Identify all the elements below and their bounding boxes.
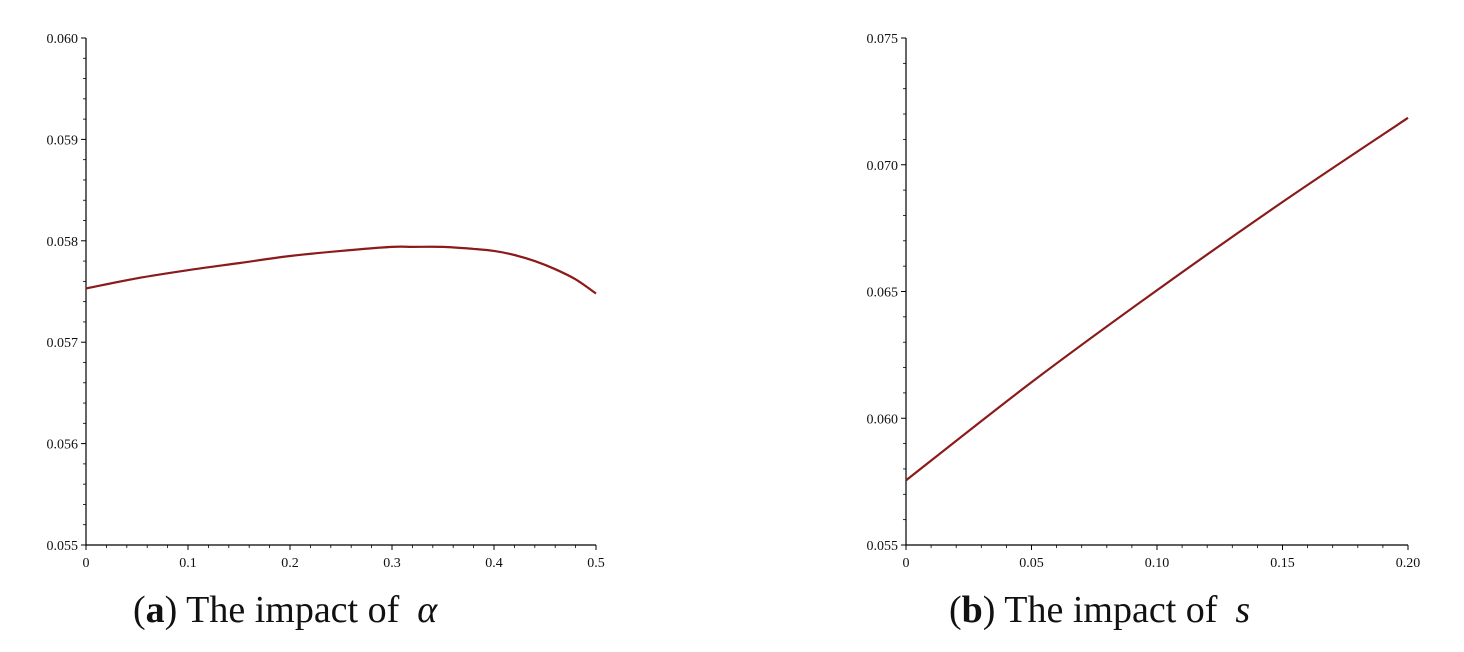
panel-b-x-tick-label: 0.15 <box>1270 556 1295 571</box>
panel-b-y-tick-label: 0.065 <box>867 286 899 301</box>
panel-b-y-tick-label: 0.075 <box>867 32 899 47</box>
panel-b-y-tick-label: 0.055 <box>867 539 899 554</box>
panel-b-chart: 0.055 0.060 0.065 0.070 0.075 0 0.05 0.10 0.15 0.… <box>867 32 1421 571</box>
caption-b-symbol: s <box>1235 589 1251 631</box>
caption-b-text: The impact of <box>995 589 1218 631</box>
caption-a-close: ) <box>164 589 178 631</box>
panel-b-y-tick-label: 0.060 <box>867 412 899 427</box>
panel-a-y-tick-label: 0.057 <box>47 336 79 351</box>
caption-a-symbol: α <box>417 589 438 631</box>
caption-a-label: a <box>145 589 165 631</box>
panel-b-y-tick-label: 0.070 <box>867 159 899 174</box>
panel-a-x-tick-label: 0.1 <box>179 556 197 571</box>
panel-b-x-tick-label: 0.10 <box>1145 556 1170 571</box>
caption-b-close: ) <box>982 589 996 631</box>
panel-a-y-tick-label: 0.058 <box>47 235 79 250</box>
caption-a-text: The impact of <box>177 589 400 631</box>
caption-b-label: b <box>961 589 983 631</box>
panel-a-y-tick-label: 0.056 <box>47 438 79 453</box>
caption-a-open: ( <box>133 589 146 631</box>
panel-a-series-line <box>85 245 597 295</box>
panel-a-x-tick-label: 0 <box>83 556 90 571</box>
panel-a-chart: 0.055 0.056 0.057 0.058 0.059 0.060 0 0.1 0.2 0.3… <box>47 32 605 571</box>
panel-b-series-line <box>905 116 1409 482</box>
panel-a-x-tick-label: 0.3 <box>383 556 401 571</box>
panel-a-x-tick-label: 0.5 <box>587 556 605 571</box>
panel-b-x-tick-label: 0 <box>903 556 910 571</box>
panel-a-x-tick-label: 0.4 <box>485 556 503 571</box>
panel-a-y-tick-label: 0.059 <box>47 133 79 148</box>
panel-a-y-tick-label: 0.055 <box>47 539 79 554</box>
panel-a-y-tick-label: 0.060 <box>47 32 79 47</box>
panel-a-x-tick-label: 0.2 <box>281 556 299 571</box>
panel-b-x-tick-label: 0.20 <box>1396 556 1421 571</box>
caption-b: (b) The impact of s <box>949 588 1250 632</box>
caption-b-open: ( <box>949 589 962 631</box>
caption-a: (a) The impact of α <box>133 588 437 632</box>
panel-b-x-tick-label: 0.05 <box>1019 556 1044 571</box>
